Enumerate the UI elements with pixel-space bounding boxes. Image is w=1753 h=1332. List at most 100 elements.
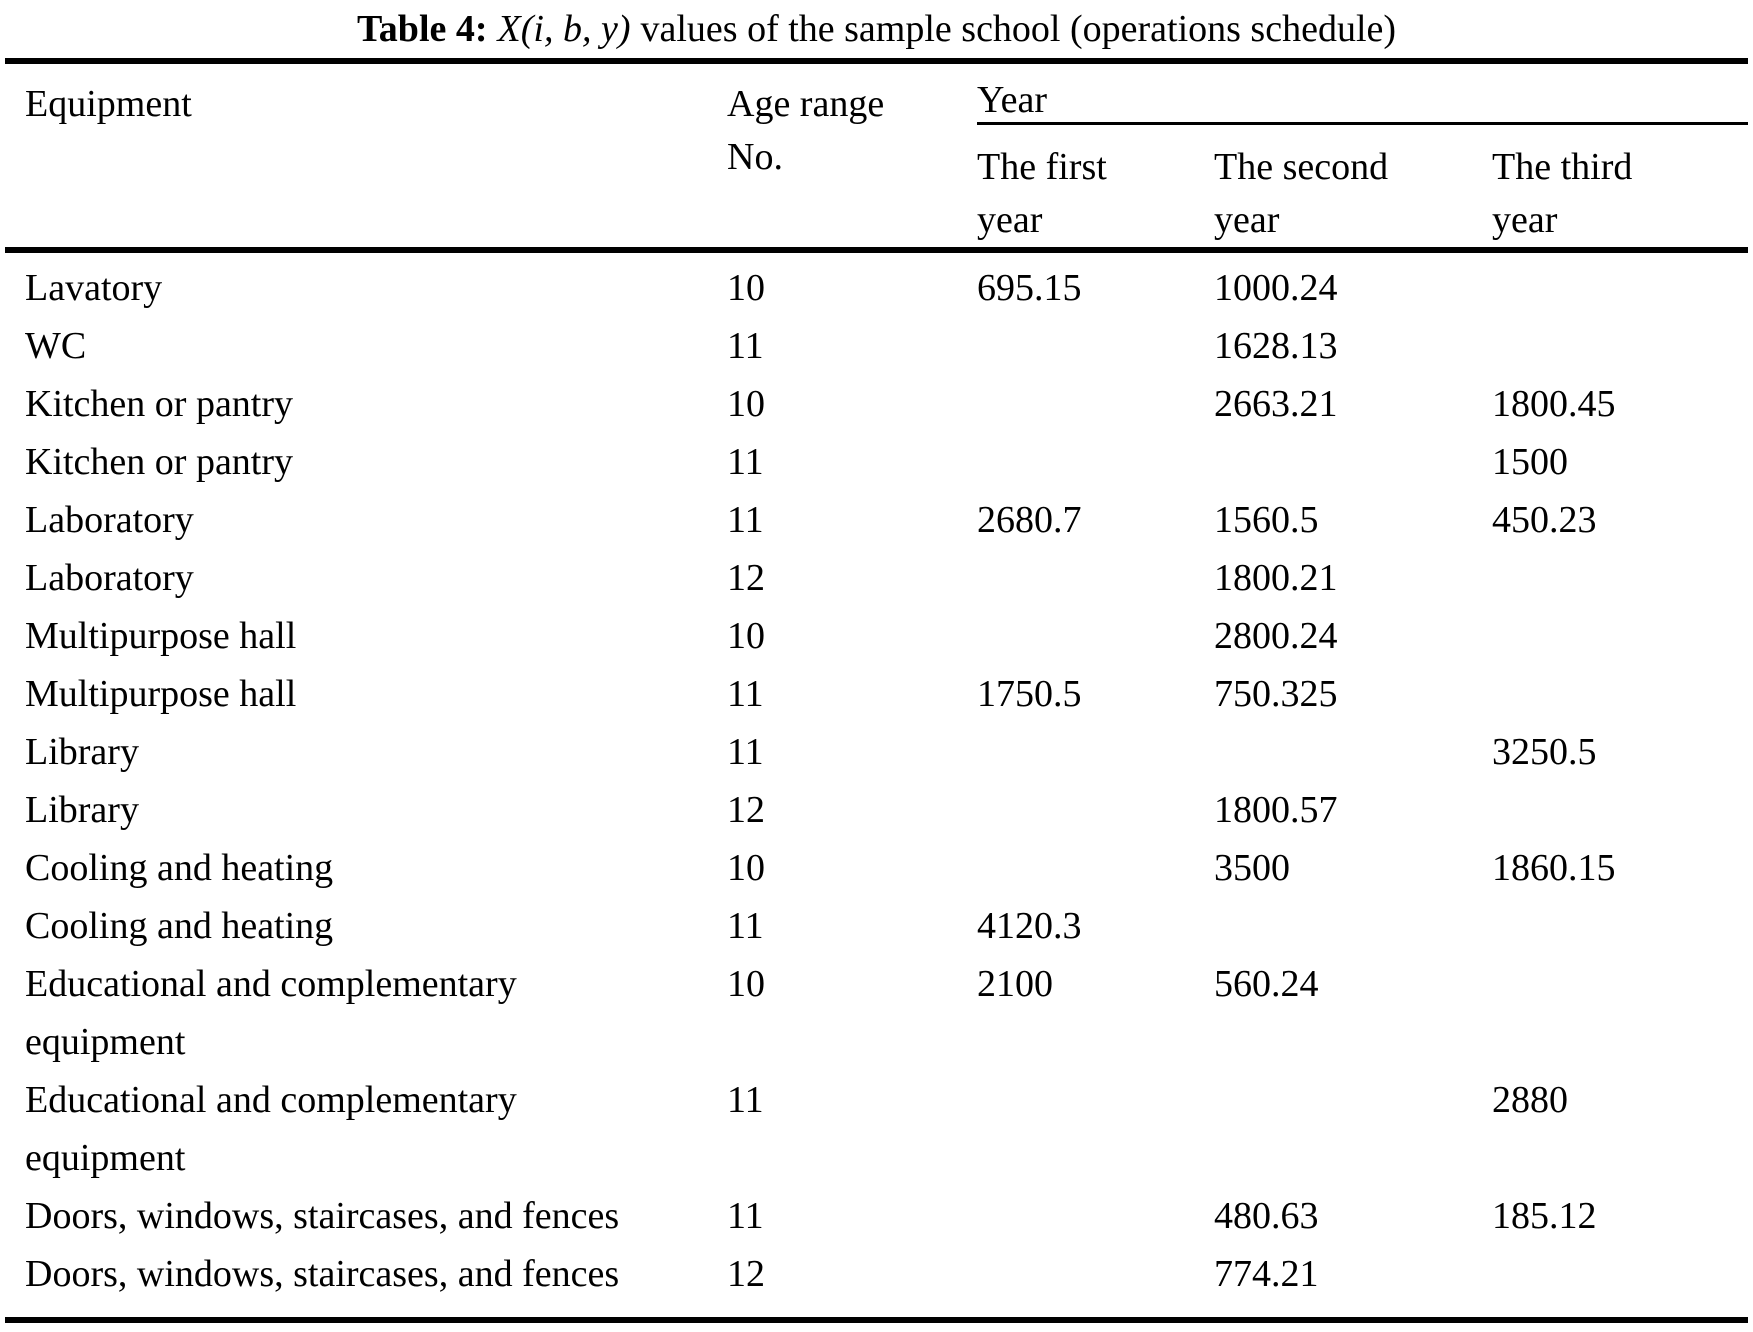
cell-third-year: 1860.15 [1492, 847, 1616, 889]
cell-third-year [1492, 607, 1748, 665]
cell-second-year: 1800.21 [1214, 557, 1338, 599]
table-row: Library 11 3250.5 [5, 723, 1748, 781]
table-row: Doors, windows, staircases, and fences 12… [5, 1245, 1748, 1320]
cell-third-year [1492, 955, 1748, 1071]
cell-first-year [977, 317, 1214, 375]
cell-third-year [1492, 549, 1748, 607]
cell-first-year [977, 839, 1214, 897]
col-header-third-year: The third year [1492, 123, 1748, 253]
col-header-equipment: Equipment [5, 61, 727, 253]
cell-second-year: 3500 [1214, 847, 1290, 889]
table-caption-formula: X(i, b, y) [497, 8, 631, 50]
cell-third-year: 1500 [1492, 441, 1568, 483]
cell-first-year [977, 723, 1214, 781]
cell-second-year: 1000.24 [1214, 267, 1338, 309]
cell-age-range-no: 11 [727, 731, 764, 773]
cell-age-range-no: 11 [727, 441, 764, 483]
cell-equipment: Cooling and heating [25, 905, 334, 947]
cell-first-year [977, 607, 1214, 665]
cell-age-range-no: 11 [727, 1195, 764, 1237]
cell-equipment: Educational and complementary equipment [25, 1079, 517, 1179]
cell-age-range-no: 11 [727, 325, 764, 367]
cell-first-year [977, 1071, 1214, 1187]
cell-age-range-no: 11 [727, 673, 764, 715]
table-row: Educational and complementary equipment 1… [5, 955, 1748, 1071]
cell-second-year [1214, 433, 1492, 491]
cell-equipment: Library [25, 731, 139, 773]
col-header-second-year: The second year [1214, 123, 1492, 253]
cell-third-year: 1800.45 [1492, 383, 1616, 425]
table-row: Cooling and heating 10 3500 1860.15 [5, 839, 1748, 897]
cell-equipment: Multipurpose hall [25, 615, 297, 657]
cell-age-range-no: 10 [727, 383, 765, 425]
cell-first-year: 695.15 [977, 267, 1082, 309]
cell-second-year [1214, 723, 1492, 781]
cell-equipment: WC [25, 325, 87, 367]
table-row: WC 11 1628.13 [5, 317, 1748, 375]
cell-equipment: Kitchen or pantry [25, 383, 294, 425]
cell-equipment: Laboratory [25, 557, 194, 599]
cell-third-year [1492, 317, 1748, 375]
table-row: Multipurpose hall 11 1750.5 750.325 [5, 665, 1748, 723]
cell-third-year [1492, 897, 1748, 955]
cell-third-year [1492, 250, 1748, 317]
cell-age-range-no: 12 [727, 1253, 765, 1295]
table-row: Kitchen or pantry 11 1500 [5, 433, 1748, 491]
cell-first-year [977, 549, 1214, 607]
cell-age-range-no: 11 [727, 1079, 764, 1121]
cell-equipment: Laboratory [25, 499, 194, 541]
cell-first-year: 4120.3 [977, 905, 1082, 947]
cell-first-year [977, 1187, 1214, 1245]
cell-third-year: 185.12 [1492, 1195, 1597, 1237]
cell-second-year: 1800.57 [1214, 789, 1338, 831]
cell-second-year: 1560.5 [1214, 499, 1319, 541]
cell-age-range-no: 10 [727, 267, 765, 309]
table-row: Kitchen or pantry 10 2663.21 1800.45 [5, 375, 1748, 433]
operations-schedule-table: Equipment Age range No. Year The first y… [5, 58, 1748, 1323]
header-row-main: Equipment Age range No. Year [5, 61, 1748, 253]
cell-third-year: 450.23 [1492, 499, 1597, 541]
cell-second-year: 560.24 [1214, 963, 1319, 1005]
cell-third-year: 3250.5 [1492, 731, 1597, 773]
cell-age-range-no: 10 [727, 847, 765, 889]
table-row: Educational and complementary equipment 1… [5, 1071, 1748, 1187]
cell-second-year: 480.63 [1214, 1195, 1319, 1237]
table-caption-text: values of the sample school (operations … [640, 8, 1397, 50]
cell-first-year: 2680.7 [977, 499, 1082, 541]
cell-first-year [977, 433, 1214, 491]
col-header-year: Year [977, 61, 1748, 125]
cell-first-year: 2100 [977, 963, 1053, 1005]
cell-first-year [977, 1245, 1214, 1320]
table-row: Library 12 1800.57 [5, 781, 1748, 839]
cell-age-range-no: 11 [727, 499, 764, 541]
cell-second-year: 774.21 [1214, 1253, 1319, 1295]
cell-equipment: Library [25, 789, 139, 831]
table-caption-label: Table 4: [356, 8, 488, 50]
cell-age-range-no: 10 [727, 963, 765, 1005]
col-header-age-range-no: Age range No. [727, 61, 977, 253]
cell-age-range-no: 12 [727, 557, 765, 599]
cell-first-year: 1750.5 [977, 673, 1082, 715]
cell-third-year [1492, 665, 1748, 723]
cell-age-range-no: 11 [727, 905, 764, 947]
cell-second-year [1214, 897, 1492, 955]
table-row: Laboratory 11 2680.7 1560.5 450.23 [5, 491, 1748, 549]
cell-equipment: Multipurpose hall [25, 673, 297, 715]
table-caption: Table 4: X(i, b, y) values of the sample s… [0, 0, 1753, 54]
cell-third-year: 2880 [1492, 1079, 1568, 1121]
cell-third-year [1492, 1245, 1748, 1320]
cell-equipment: Cooling and heating [25, 847, 334, 889]
cell-equipment: Doors, windows, staircases, and fences [25, 1195, 620, 1237]
cell-equipment: Kitchen or pantry [25, 441, 294, 483]
table-row: Multipurpose hall 10 2800.24 [5, 607, 1748, 665]
cell-equipment: Educational and complementary equipment [25, 963, 517, 1063]
cell-age-range-no: 10 [727, 615, 765, 657]
col-header-first-year: The first year [977, 123, 1214, 253]
cell-equipment: Doors, windows, staircases, and fences [25, 1253, 620, 1295]
table-row: Doors, windows, staircases, and fences 11… [5, 1187, 1748, 1245]
table-row: Laboratory 12 1800.21 [5, 549, 1748, 607]
cell-equipment: Lavatory [25, 267, 163, 309]
table-header: Equipment Age range No. Year The first y… [5, 61, 1748, 253]
cell-second-year: 1628.13 [1214, 325, 1338, 367]
cell-first-year [977, 781, 1214, 839]
